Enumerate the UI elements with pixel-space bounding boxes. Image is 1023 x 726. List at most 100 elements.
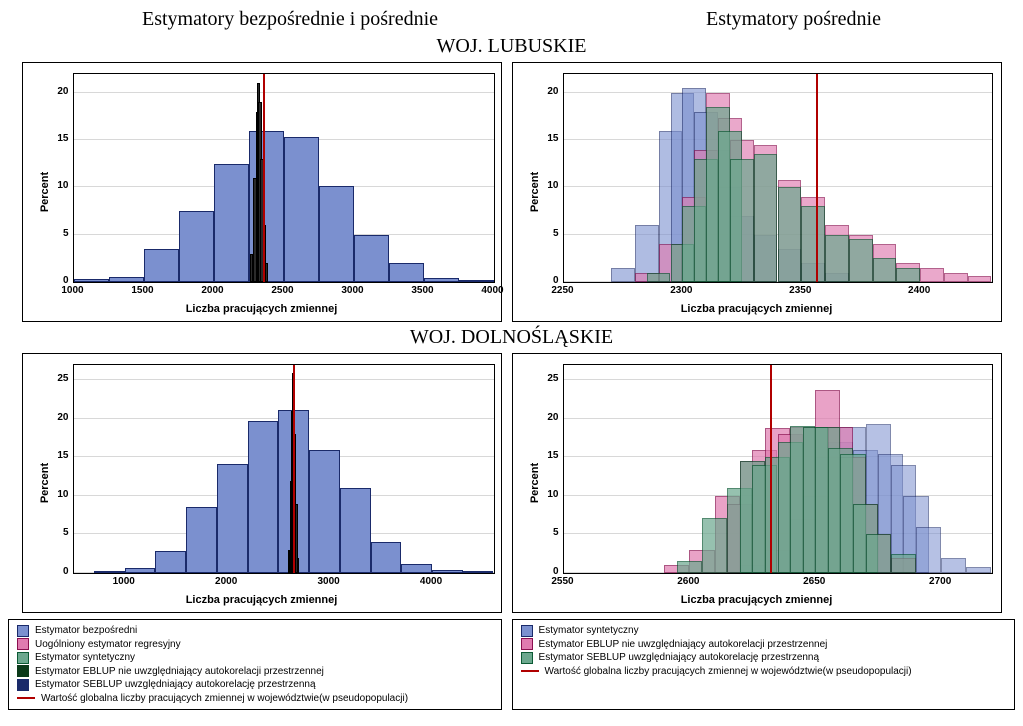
legend-item: Estymator SEBLUP uwzględniający autokore… <box>17 678 493 692</box>
y-axis-label: Percent <box>39 463 51 503</box>
x-tick: 2250 <box>551 285 573 296</box>
bar <box>825 235 849 282</box>
chart-dolno-right: 05101520252550260026502700PercentLiczba … <box>512 353 1002 613</box>
x-tick: 1500 <box>131 285 153 296</box>
legend-item: Estymator SEBLUP uwzględniający autokore… <box>521 651 1006 665</box>
legend-label: Wartość globalna liczby pracujących zmie… <box>545 665 912 679</box>
y-tick: 20 <box>45 86 69 97</box>
x-tick: 4000 <box>420 576 442 587</box>
legend-label: Estymator EBLUP nie uwzględniający autok… <box>539 638 828 652</box>
legend-swatch <box>521 625 533 637</box>
bar <box>94 571 125 573</box>
bar <box>340 488 371 573</box>
x-tick: 2500 <box>271 285 293 296</box>
bar <box>214 164 249 282</box>
legend-item: Wartość globalna liczby pracujących zmie… <box>521 665 1006 679</box>
bar <box>284 137 319 282</box>
legend-label: Estymator SEBLUP uwzględniający autokore… <box>35 678 316 692</box>
y-tick: 20 <box>45 412 69 423</box>
legend-swatch <box>521 652 533 664</box>
legend-label: Estymator SEBLUP uwzględniający autokore… <box>539 651 820 665</box>
bar <box>179 211 214 282</box>
bar <box>873 258 897 282</box>
bar <box>730 159 754 282</box>
bar <box>866 534 891 573</box>
bar <box>265 263 269 282</box>
y-tick: 5 <box>45 527 69 538</box>
legend-item: Estymator EBLUP nie uwzględniający autok… <box>17 665 493 679</box>
bar <box>354 235 389 282</box>
bar <box>125 568 156 573</box>
y-tick: 5 <box>535 228 559 239</box>
bar <box>217 464 248 573</box>
x-axis-label: Liczba pracujących zmiennej <box>186 594 338 606</box>
legend-item: Estymator syntetyczny <box>17 651 493 665</box>
bar <box>74 279 109 282</box>
y-tick: 0 <box>45 566 69 577</box>
bar <box>754 154 778 282</box>
y-tick: 20 <box>535 86 559 97</box>
legend-item: Estymator bezpośredni <box>17 624 493 638</box>
bar <box>309 450 340 573</box>
x-tick: 4000 <box>481 285 503 296</box>
y-tick: 15 <box>45 450 69 461</box>
reference-line <box>293 365 295 573</box>
x-tick: 3000 <box>317 576 339 587</box>
bar <box>702 518 727 573</box>
bar <box>297 558 300 573</box>
legend-label: Estymator EBLUP nie uwzględniający autok… <box>35 665 324 679</box>
bar <box>896 268 920 282</box>
x-tick: 2000 <box>215 576 237 587</box>
header-left: Estymatory bezpośrednie i pośrednie <box>142 8 438 31</box>
x-tick: 2700 <box>929 576 951 587</box>
y-axis-label: Percent <box>529 172 541 212</box>
chart-lubuskie-right: 051015202250230023502400PercentLiczba pr… <box>512 62 1002 322</box>
x-axis-label: Liczba pracujących zmiennej <box>681 303 833 315</box>
bar <box>920 268 944 282</box>
reference-line <box>770 365 772 573</box>
legend-swatch <box>17 638 29 650</box>
x-tick: 2350 <box>789 285 811 296</box>
y-tick: 25 <box>45 373 69 384</box>
legend-swatch-line <box>17 697 35 699</box>
legend-label: Estymator bezpośredni <box>35 624 137 638</box>
legend-item: Estymator syntetyczny <box>521 624 1006 638</box>
y-axis-label: Percent <box>39 172 51 212</box>
x-tick: 2400 <box>908 285 930 296</box>
x-tick: 1000 <box>61 285 83 296</box>
bar <box>463 571 494 573</box>
legend-swatch <box>521 638 533 650</box>
bar <box>432 570 463 573</box>
x-tick: 2300 <box>670 285 692 296</box>
bar <box>611 268 635 282</box>
header-right: Estymatory pośrednie <box>706 8 881 31</box>
legend-item: Estymator EBLUP nie uwzględniający autok… <box>521 638 1006 652</box>
bar <box>186 507 217 573</box>
x-tick: 1000 <box>113 576 135 587</box>
bar <box>647 273 671 282</box>
legend-swatch <box>17 652 29 664</box>
bar <box>371 542 402 573</box>
bar <box>248 421 279 573</box>
y-tick: 25 <box>535 373 559 384</box>
chart-lubuskie-left: 051015201000150020002500300035004000Perc… <box>22 62 502 322</box>
y-tick: 15 <box>45 133 69 144</box>
bar <box>891 554 916 573</box>
legend-item: Uogólniony estymator regresyjny <box>17 638 493 652</box>
y-tick: 20 <box>535 412 559 423</box>
bar <box>916 527 941 573</box>
bar <box>968 276 992 282</box>
legend-item: Wartość globalna liczby pracujących zmie… <box>17 692 493 706</box>
x-tick: 2000 <box>201 285 223 296</box>
x-tick: 3000 <box>341 285 363 296</box>
legend-left: Estymator bezpośredniUogólniony estymato… <box>8 619 502 710</box>
legend-swatch <box>17 679 29 691</box>
y-tick: 5 <box>535 527 559 538</box>
legend-swatch-line <box>521 670 539 672</box>
chart-dolno-left: 05101520251000200030004000PercentLiczba … <box>22 353 502 613</box>
x-axis-label: Liczba pracujących zmiennej <box>681 594 833 606</box>
reference-line <box>263 74 265 282</box>
legend-label: Estymator syntetyczny <box>539 624 639 638</box>
section-lubuskie: WOJ. LUBUSKIE <box>8 35 1015 58</box>
reference-line <box>816 74 818 282</box>
